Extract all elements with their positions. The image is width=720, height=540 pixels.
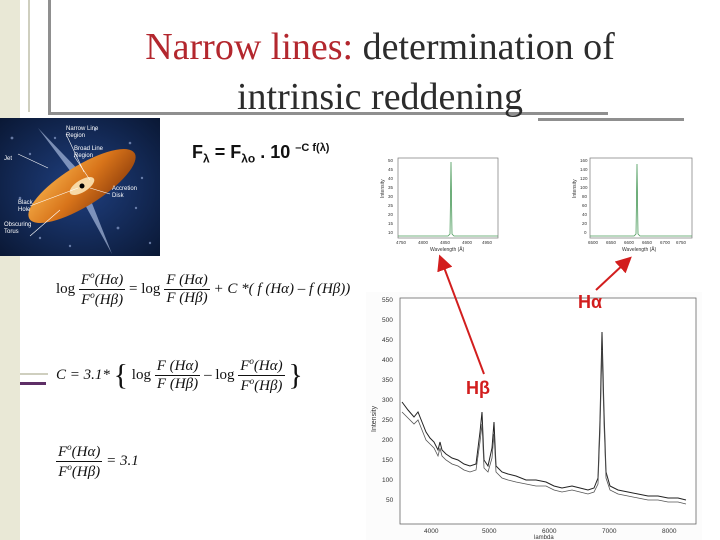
halpha-profile-plot: Intensity 160 140 120 100 80 60 40 20 0 6500 65… — [572, 157, 693, 253]
svg-text:Intensity: Intensity — [371, 405, 378, 432]
svg-text:40: 40 — [388, 176, 394, 181]
svg-text:5000: 5000 — [482, 528, 497, 535]
svg-text:80: 80 — [582, 194, 588, 199]
h-beta-label: Hβ — [466, 378, 490, 398]
svg-text:20: 20 — [582, 221, 588, 226]
svg-text:Wavelength (Å): Wavelength (Å) — [430, 246, 465, 253]
decorative-vertical-rule — [48, 0, 51, 114]
svg-text:6700: 6700 — [660, 240, 671, 245]
svg-text:50: 50 — [386, 497, 394, 504]
svg-text:0: 0 — [584, 230, 587, 235]
equation-1-rhs: + C *( f (Hα) – f (Hβ)) — [213, 280, 351, 297]
svg-text:Broad Line: Broad Line — [74, 146, 104, 152]
svg-text:45: 45 — [388, 167, 394, 172]
svg-text:60: 60 — [582, 203, 588, 208]
svg-text:6550: 6550 — [606, 240, 617, 245]
svg-text:Intensity: Intensity — [380, 179, 386, 198]
decorative-vertical-line — [28, 0, 30, 112]
hbeta-profile-plot: Intensity 50 45 40 35 30 25 20 15 10 4750 4800 4… — [380, 157, 499, 253]
title-part1: Narrow lines: — [145, 26, 354, 68]
svg-text:lambda: lambda — [534, 535, 554, 540]
equation-1: log Fo(Hα) Fo(Hβ) = log F (Hα) F (Hβ) + … — [56, 270, 351, 308]
left-accent-line — [20, 373, 48, 375]
halpha-arrow — [595, 256, 632, 291]
svg-text:30: 30 — [388, 194, 394, 199]
svg-text:200: 200 — [382, 437, 393, 444]
svg-text:350: 350 — [382, 377, 393, 384]
slide-title: Narrow lines: determination of intrinsic… — [60, 22, 700, 122]
svg-text:Jet: Jet — [4, 156, 12, 162]
svg-text:120: 120 — [580, 176, 588, 181]
svg-text:50: 50 — [388, 158, 394, 163]
svg-text:Torus: Torus — [4, 229, 19, 235]
svg-text:Wavelength (Å): Wavelength (Å) — [622, 246, 657, 253]
svg-text:4000: 4000 — [424, 528, 439, 535]
title-part2: determination of — [362, 26, 615, 68]
svg-text:4900: 4900 — [462, 240, 473, 245]
title-underline — [48, 112, 608, 115]
svg-text:6650: 6650 — [642, 240, 653, 245]
svg-text:35: 35 — [388, 185, 394, 190]
svg-text:300: 300 — [382, 397, 393, 404]
svg-text:Accretion: Accretion — [112, 186, 137, 192]
svg-text:6500: 6500 — [588, 240, 599, 245]
svg-text:4950: 4950 — [482, 240, 493, 245]
svg-text:250: 250 — [382, 417, 393, 424]
title-underline-secondary — [538, 118, 684, 121]
svg-text:100: 100 — [382, 477, 393, 484]
svg-text:8000: 8000 — [662, 528, 677, 535]
svg-text:160: 160 — [580, 158, 588, 163]
svg-text:20: 20 — [388, 212, 394, 217]
left-accent-rule — [20, 382, 46, 385]
svg-text:Intensity: Intensity — [572, 179, 578, 198]
h-alpha-label: Hα — [578, 292, 603, 312]
svg-text:4750: 4750 — [396, 240, 407, 245]
svg-text:Disk: Disk — [112, 193, 125, 199]
svg-text:6600: 6600 — [624, 240, 635, 245]
svg-text:Obscuring: Obscuring — [4, 222, 31, 228]
svg-text:500: 500 — [382, 317, 393, 324]
svg-text:7000: 7000 — [602, 528, 617, 535]
hbeta-arrow — [437, 254, 485, 375]
svg-text:25: 25 — [388, 203, 394, 208]
svg-text:Region: Region — [74, 153, 93, 159]
svg-text:4850: 4850 — [440, 240, 451, 245]
svg-text:Narrow Line: Narrow Line — [66, 126, 99, 132]
svg-text:Black: Black — [18, 200, 34, 206]
title-line2: intrinsic reddening — [237, 76, 523, 118]
svg-text:40: 40 — [582, 212, 588, 217]
svg-text:100: 100 — [580, 185, 588, 190]
svg-text:6750: 6750 — [676, 240, 687, 245]
svg-text:Hole: Hole — [18, 207, 31, 213]
equation-2: C = 3.1* { log F (Hα) F (Hβ) – log Fo(Hα… — [56, 356, 303, 394]
svg-text:6000: 6000 — [542, 528, 557, 535]
equation-3: Fo(Hα) Fo(Hβ) = 3.1 — [56, 442, 139, 480]
svg-text:Region: Region — [66, 133, 85, 139]
flux-formula: Fλ = Fλo . 10 –C f(λ) — [192, 142, 330, 166]
svg-text:450: 450 — [382, 337, 393, 344]
svg-text:10: 10 — [388, 230, 394, 235]
svg-text:150: 150 — [382, 457, 393, 464]
svg-text:15: 15 — [388, 221, 394, 226]
svg-text:550: 550 — [382, 297, 393, 304]
svg-text:4800: 4800 — [418, 240, 429, 245]
svg-text:140: 140 — [580, 167, 588, 172]
svg-text:400: 400 — [382, 357, 393, 364]
